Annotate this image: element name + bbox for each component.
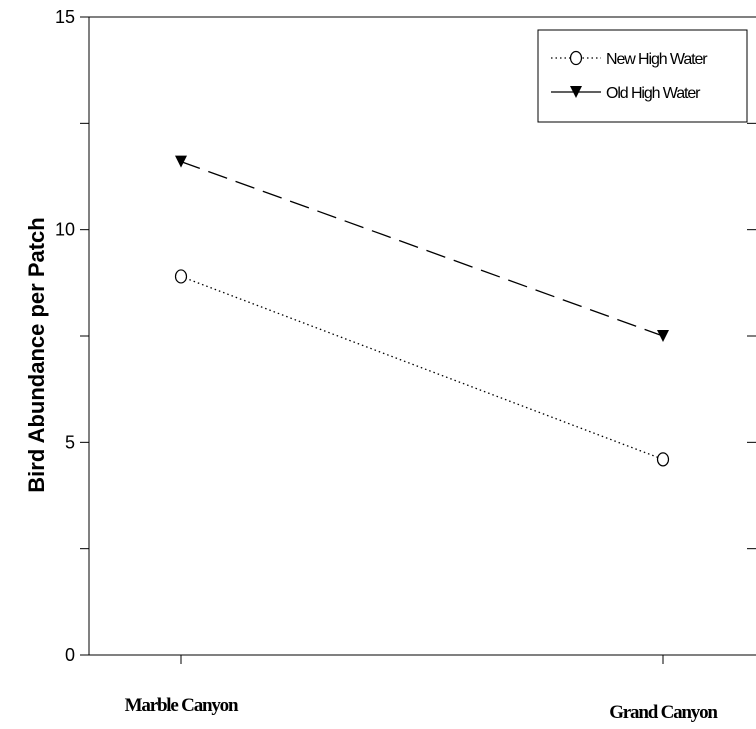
data-point-marker [569, 50, 583, 66]
series-new-high-water [174, 269, 670, 467]
legend: New High Water Old High Water [537, 29, 748, 123]
data-point-marker [174, 269, 188, 284]
y-tick-label: 15 [55, 7, 75, 27]
data-point-marker [656, 452, 670, 467]
y-tick-label: 10 [55, 220, 75, 240]
series-line [180, 275, 664, 460]
data-point-marker [175, 155, 187, 168]
series-line [180, 161, 664, 337]
y-tick-label: 5 [65, 432, 75, 452]
data-point-marker [570, 86, 582, 98]
legend-label: Old High Water [606, 85, 701, 102]
x-category-label: Marble Canyon [125, 695, 239, 716]
legend-box [537, 29, 748, 123]
axes: 0 5 10 15 Marble Canyon Grand Canyon [55, 7, 756, 723]
x-category-label: Grand Canyon [609, 702, 718, 723]
series-old-high-water [175, 155, 669, 342]
y-tick-label: 0 [65, 645, 75, 665]
legend-label: New High Water [606, 51, 708, 68]
data-point-marker [657, 330, 669, 342]
y-axis-label: Bird Abundance per Patch [24, 217, 49, 492]
series-layer [174, 155, 670, 467]
